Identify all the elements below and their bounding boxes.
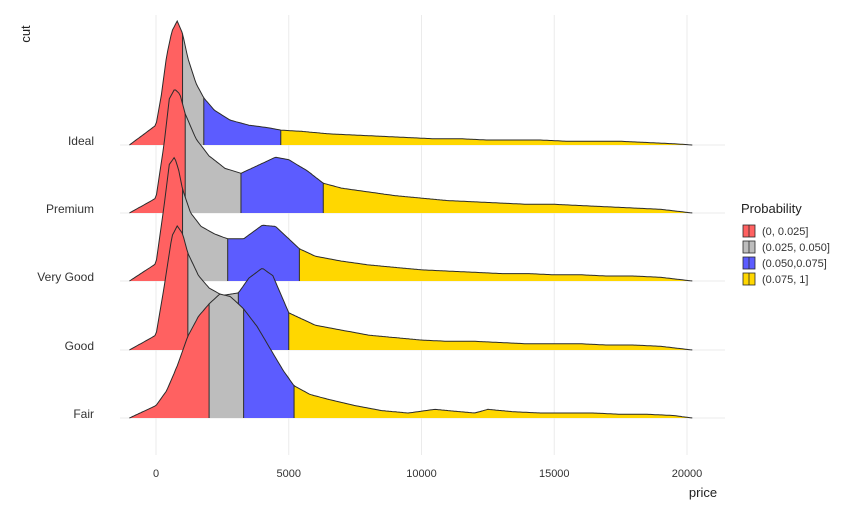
segment-ideal-q3 [203, 97, 281, 145]
segment-very-good-q4 [299, 248, 693, 281]
ridge-premium [129, 89, 693, 214]
outline-ideal [129, 19, 693, 146]
ridges-layer [129, 19, 693, 419]
segment-good-q4 [288, 312, 693, 350]
ridge-fair [129, 293, 693, 419]
segment-ideal-q4 [280, 130, 693, 145]
x-tick-label-15000: 15000 [539, 468, 570, 480]
legend-label-4: (0.075, 1] [762, 274, 808, 286]
labels-layer: Fair Good Very Good Premium Ideal 0 5000 10000 1… [37, 134, 702, 480]
segment-premium-q4 [323, 183, 693, 213]
segment-good-q1 [129, 226, 188, 350]
segment-fair-q1 [129, 303, 210, 418]
outline-very-good [129, 156, 693, 282]
legend: Probability (0, 0.025] (0.025, 0.050] (0.0… [741, 201, 830, 286]
ridge-very-good [129, 156, 693, 282]
x-tick-label-20000: 20000 [672, 468, 703, 480]
x-tick-label-0: 0 [153, 468, 159, 480]
segment-premium-q3 [241, 157, 324, 213]
outline-premium [129, 89, 693, 214]
y-tick-label-good: Good [65, 339, 94, 353]
x-axis-title: price [689, 485, 717, 500]
y-axis-title: cut [18, 25, 33, 43]
y-tick-label-premium: Premium [46, 202, 94, 216]
legend-label-2: (0.025, 0.050] [762, 242, 830, 254]
ridge-ideal [129, 19, 693, 146]
legend-title: Probability [741, 201, 802, 216]
legend-label-1: (0, 0.025] [762, 226, 808, 238]
x-tick-label-5000: 5000 [277, 468, 301, 480]
y-tick-label-ideal: Ideal [68, 134, 94, 148]
segment-very-good-q2 [182, 189, 228, 281]
segment-fair-q3 [243, 308, 295, 418]
segment-fair-q2 [209, 294, 244, 418]
y-tick-label-very-good: Very Good [37, 270, 94, 284]
x-tick-label-10000: 10000 [406, 468, 437, 480]
segment-premium-q2 [185, 113, 241, 213]
y-tick-label-fair: Fair [73, 407, 94, 421]
segment-ideal-q2 [182, 33, 204, 145]
segment-very-good-q3 [227, 225, 300, 281]
legend-label-3: (0.050,0.075] [762, 258, 827, 270]
outline-fair [129, 293, 693, 419]
legend-items: (0, 0.025] (0.025, 0.050] (0.050,0.075] (0.… [742, 224, 830, 286]
segment-fair-q4 [294, 385, 693, 418]
